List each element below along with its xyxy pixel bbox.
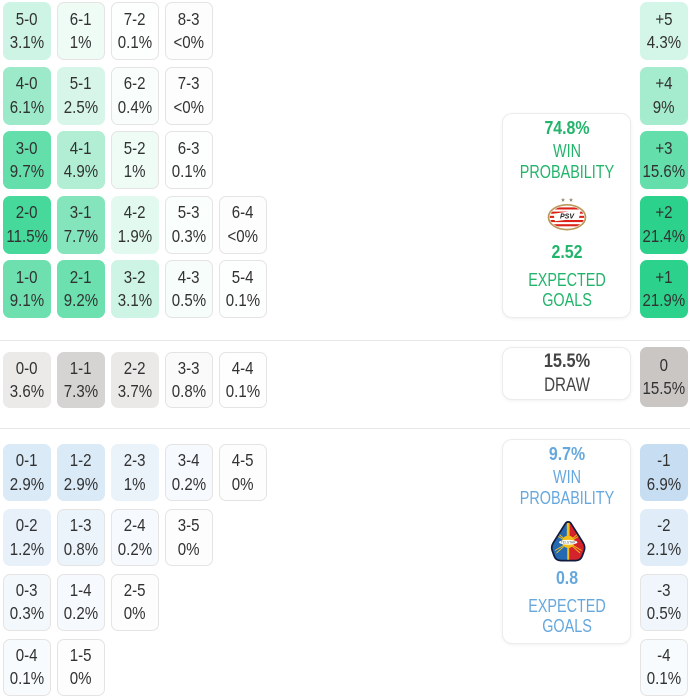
- svg-text:PSV: PSV: [560, 214, 575, 221]
- svg-text:TELSTAR: TELSTAR: [561, 540, 576, 544]
